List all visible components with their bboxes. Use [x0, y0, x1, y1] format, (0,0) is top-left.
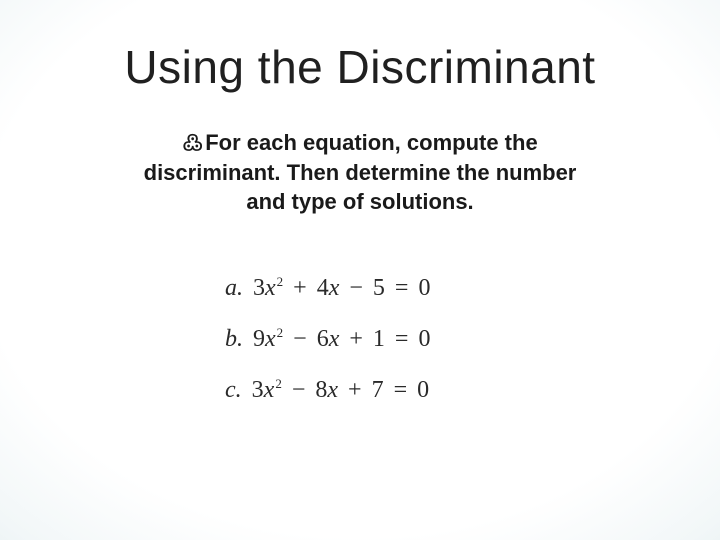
slide-title: Using the Discriminant: [0, 40, 720, 94]
var-x: x: [265, 326, 276, 352]
op-c-sign: −: [349, 275, 363, 301]
bullet-swirl-icon: ߷: [182, 128, 203, 158]
op-b-sign: −: [292, 377, 306, 403]
var-x: x: [264, 377, 275, 403]
op-eq: =: [395, 275, 409, 301]
op-b-sign: −: [293, 326, 307, 352]
rhs: 0: [418, 326, 430, 352]
coef-a: 3: [253, 275, 265, 301]
op-c-sign: +: [348, 377, 362, 403]
subtitle-line1: For each equation, compute the: [205, 130, 537, 155]
slide-subtitle: ߷For each equation, compute the discrimi…: [110, 128, 610, 217]
subtitle-line2: discriminant. Then determine the number: [144, 160, 577, 185]
coef-a: 3: [252, 377, 264, 403]
exp: 2: [277, 325, 284, 340]
rhs: 0: [418, 275, 430, 301]
op-b-sign: +: [293, 275, 307, 301]
equation-c: c. 3x2 − 8x + 7 = 0: [225, 377, 525, 402]
op-c-sign: +: [349, 326, 363, 352]
var-x: x: [329, 326, 340, 352]
coef-b: 6: [317, 326, 329, 352]
rhs: 0: [417, 377, 429, 403]
equation-label: c.: [225, 377, 242, 403]
var-x: x: [265, 275, 276, 301]
subtitle-line3: and type of solutions.: [246, 189, 473, 214]
coef-b: 4: [317, 275, 329, 301]
coef-b: 8: [315, 377, 327, 403]
var-x: x: [327, 377, 338, 403]
op-eq: =: [395, 326, 409, 352]
equation-label: b.: [225, 326, 243, 352]
var-x: x: [329, 275, 340, 301]
coef-c: 1: [373, 326, 385, 352]
equation-a: a. 3x2 + 4x − 5 = 0: [225, 275, 525, 300]
equation-label: a.: [225, 275, 243, 301]
coef-c: 7: [372, 377, 384, 403]
equation-b: b. 9x2 − 6x + 1 = 0: [225, 326, 525, 351]
equation-list: a. 3x2 + 4x − 5 = 0 b. 9x2 − 6x + 1 = 0 …: [225, 275, 525, 428]
coef-a: 9: [253, 326, 265, 352]
exp: 2: [277, 274, 284, 289]
exp: 2: [275, 376, 282, 391]
coef-c: 5: [373, 275, 385, 301]
slide: Using the Discriminant ߷For each equatio…: [0, 0, 720, 540]
op-eq: =: [394, 377, 408, 403]
